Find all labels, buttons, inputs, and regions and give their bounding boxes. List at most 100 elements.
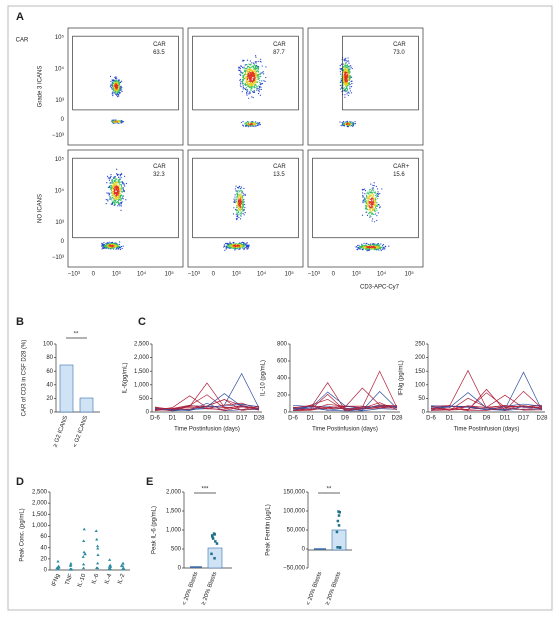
- event-dot: [364, 208, 367, 210]
- event-dot: [343, 87, 345, 89]
- x-tick-label: D11: [219, 416, 230, 422]
- event-dot: [112, 182, 114, 184]
- event-dot: [254, 71, 256, 73]
- event-dot: [373, 182, 375, 184]
- event-dot: [343, 72, 345, 74]
- event-dot: [244, 88, 247, 91]
- event-dot: [240, 86, 242, 88]
- event-dot: [350, 92, 353, 94]
- event-dot: [253, 84, 255, 86]
- event-dot: [246, 123, 248, 125]
- event-dot: [371, 199, 373, 201]
- event-dot: [238, 205, 240, 207]
- event-dot: [231, 245, 233, 247]
- axis-label: Time Postinfusion (days): [454, 427, 520, 433]
- event-dot: [112, 88, 114, 90]
- event-dot: [245, 78, 247, 81]
- event-dot: [353, 123, 355, 125]
- data-point: [69, 563, 73, 566]
- event-dot: [367, 196, 369, 198]
- event-dot: [116, 243, 118, 245]
- event-dot: [123, 184, 125, 186]
- event-dot: [352, 124, 354, 126]
- event-dot: [246, 242, 248, 244]
- axis-label: IL-10 (pg/mL): [261, 360, 267, 396]
- event-dot: [241, 91, 243, 93]
- event-dot: [110, 242, 112, 244]
- event-dot: [366, 250, 368, 252]
- event-dot: [115, 246, 117, 248]
- trend-line: [292, 402, 398, 410]
- event-dot: [238, 198, 240, 200]
- trend-line: [154, 398, 260, 412]
- event-dot: [348, 62, 350, 64]
- event-dot: [122, 188, 124, 191]
- event-dot: [366, 192, 368, 194]
- event-dot: [123, 183, 125, 185]
- x-tick-label: D17: [518, 416, 530, 422]
- event-dot: [344, 80, 346, 83]
- event-dot: [248, 123, 250, 125]
- event-dot: [235, 248, 237, 250]
- event-dot: [256, 81, 258, 83]
- event-dot: [107, 199, 109, 201]
- event-dot: [375, 196, 377, 198]
- y-tick-label: 1,500: [134, 369, 150, 375]
- event-dot: [248, 66, 250, 68]
- event-dot: [114, 76, 116, 78]
- event-dot: [340, 63, 343, 65]
- axis-label: CAR: [16, 38, 29, 44]
- event-dot: [344, 71, 346, 74]
- event-dot: [347, 123, 349, 125]
- event-dot: [113, 180, 115, 182]
- event-dot: [249, 79, 251, 81]
- x-tick-label: 10³: [112, 272, 121, 278]
- event-dot: [112, 121, 114, 123]
- event-dot: [248, 85, 251, 87]
- data-point: [82, 527, 86, 531]
- event-dot: [235, 198, 237, 200]
- event-dot: [118, 192, 121, 194]
- event-dot: [230, 242, 232, 245]
- event-dot: [238, 248, 240, 250]
- event-dot: [252, 75, 254, 77]
- event-dot: [378, 244, 380, 247]
- event-dot: [379, 246, 382, 248]
- event-dot: [374, 204, 376, 207]
- data-point: [215, 542, 219, 545]
- event-dot: [368, 247, 370, 249]
- event-dot: [256, 78, 258, 81]
- event-dot: [117, 188, 120, 191]
- event-dot: [349, 88, 351, 90]
- gate: [192, 35, 299, 111]
- event-dot: [343, 124, 345, 126]
- event-dot: [339, 121, 341, 123]
- event-dot: [117, 89, 119, 92]
- event-dot: [255, 125, 257, 127]
- event-dot: [112, 91, 114, 93]
- event-dot: [376, 215, 378, 217]
- event-dot: [377, 212, 379, 214]
- event-dot: [369, 201, 372, 204]
- event-dot: [118, 90, 120, 92]
- event-dot: [362, 200, 364, 202]
- event-dot: [241, 189, 243, 192]
- event-dot: [369, 246, 371, 248]
- plot-frame: [67, 149, 184, 268]
- event-dot: [346, 65, 348, 67]
- x-tick-label: IL-4: [104, 573, 113, 585]
- event-dot: [232, 242, 234, 244]
- x-tick-label: 10⁴: [377, 271, 387, 278]
- frame: [7, 5, 553, 611]
- event-dot: [110, 86, 112, 89]
- event-dot: [381, 246, 383, 248]
- axis-label: IFNg (pg/mL): [399, 360, 405, 395]
- event-dot: [368, 197, 370, 199]
- event-dot: [373, 191, 375, 193]
- x-tick-label: D1: [168, 416, 176, 422]
- event-dot: [345, 121, 347, 123]
- event-dot: [118, 179, 120, 181]
- event-dot: [246, 90, 248, 93]
- event-dot: [359, 247, 361, 249]
- event-dot: [346, 60, 348, 62]
